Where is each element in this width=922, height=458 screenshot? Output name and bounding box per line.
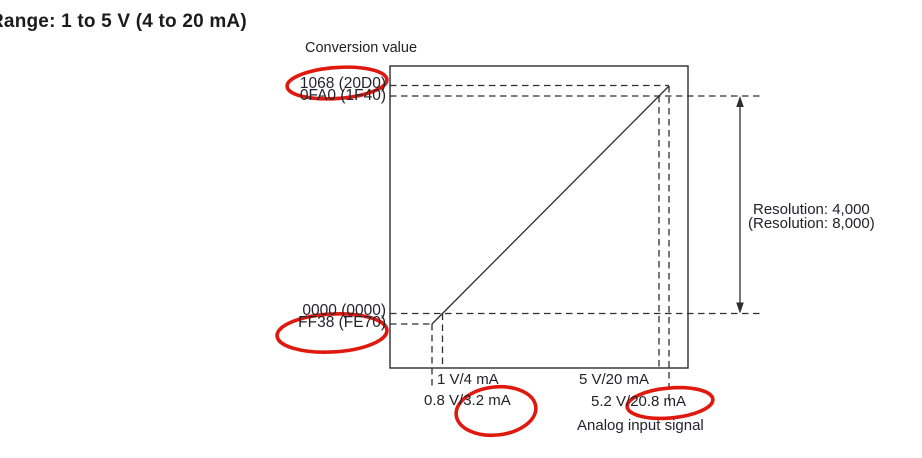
x-axis-title: Analog input signal bbox=[577, 417, 704, 434]
x-label-5v-20ma: 5 V/20 mA bbox=[579, 371, 650, 388]
annotation-circle-20-8ma-icon bbox=[625, 385, 715, 421]
arrow-up-icon bbox=[736, 96, 744, 107]
annotation-circle-ff38-icon bbox=[275, 312, 389, 354]
x-label-5v2-20-8ma: 5.2 V/20.8 mA bbox=[591, 393, 687, 410]
range-title: Range: 1 to 5 V (4 to 20 mA) bbox=[0, 11, 247, 32]
y-axis-lower-labels: 0000 (0000) FF38 (FE70) bbox=[260, 302, 386, 331]
y-label-1068: 1068 (20D0) bbox=[299, 75, 386, 92]
x-label-1v-4ma: 1 V/4 mA bbox=[437, 371, 499, 388]
y-label-0000: 0000 (0000) bbox=[302, 302, 386, 319]
x-label-0v8-3-2ma: 0.8 V/3.2 mA bbox=[424, 392, 511, 409]
plot-frame bbox=[389, 65, 689, 369]
conversion-line bbox=[431, 85, 670, 325]
annotation-circle-1068-icon bbox=[285, 65, 389, 101]
y-label-ff38: FF38 (FE70) bbox=[298, 313, 386, 331]
resolution-range-arrow bbox=[736, 96, 744, 314]
arrow-down-icon bbox=[736, 302, 744, 314]
resolution-label-4000: Resolution: 4,000 bbox=[753, 201, 870, 218]
y-axis-upper-labels: 1068 (20D0) 0FA0 (1F40) bbox=[260, 75, 386, 104]
resolution-label-8000: (Resolution: 8,000) bbox=[748, 215, 875, 232]
y-axis-title: Conversion value bbox=[305, 40, 418, 56]
annotation-circle-3-2ma-icon bbox=[454, 384, 538, 438]
y-label-0fa0: 0FA0 (1F40) bbox=[299, 86, 386, 104]
